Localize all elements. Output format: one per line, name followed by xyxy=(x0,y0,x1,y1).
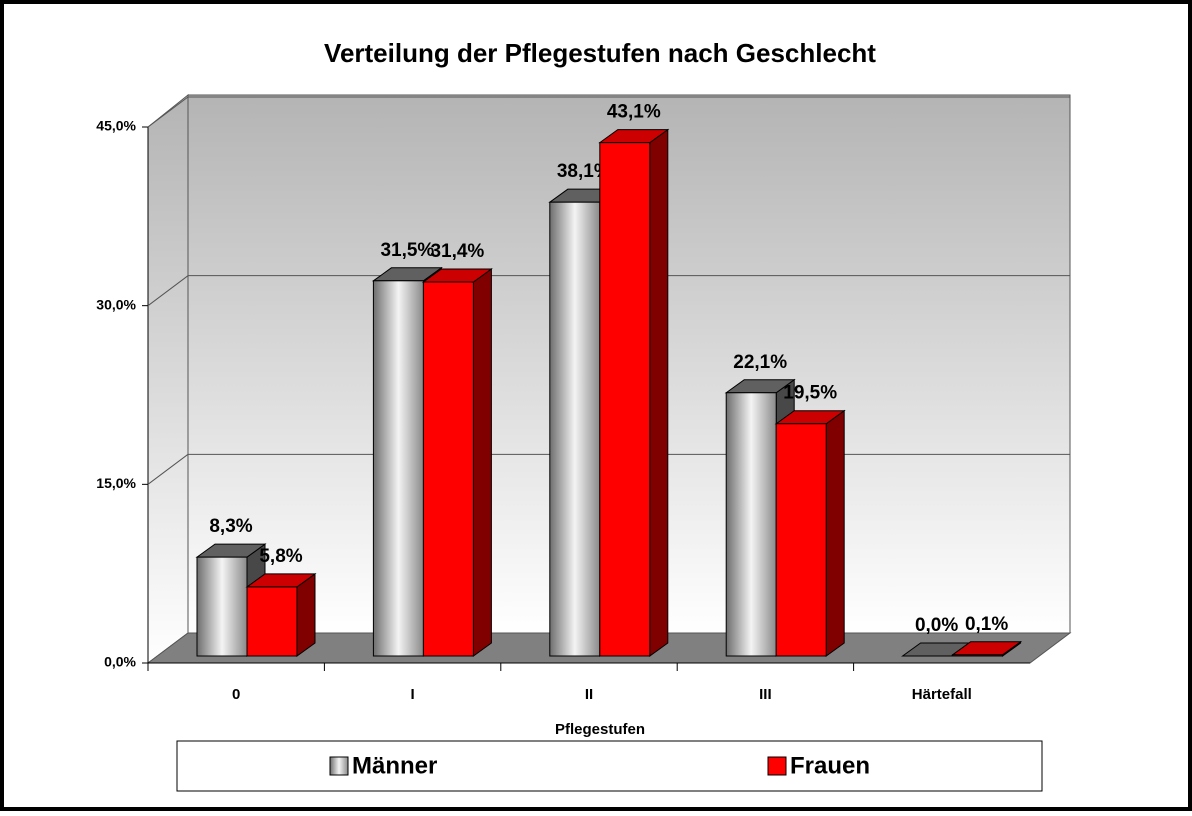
bar xyxy=(549,201,601,657)
bar xyxy=(372,280,424,657)
grid-line xyxy=(147,96,189,128)
bar-side xyxy=(296,572,316,657)
legend-swatch xyxy=(329,756,349,776)
data-label: 31,4% xyxy=(430,241,484,262)
bar xyxy=(599,142,651,657)
chart-title: Verteilung der Pflegestufen nach Geschle… xyxy=(324,38,876,68)
legend-label: Frauen xyxy=(790,752,870,779)
x-tick-label: I xyxy=(411,686,415,703)
y-tick-label: 45,0% xyxy=(96,118,136,134)
bar-side xyxy=(472,268,492,657)
x-tick-label: 0 xyxy=(232,686,240,703)
bar xyxy=(775,423,827,657)
bar xyxy=(422,281,474,657)
y-tick-label: 30,0% xyxy=(96,296,136,312)
data-label: 31,5% xyxy=(380,240,434,261)
bar xyxy=(952,654,1004,657)
x-tick-label: Härtefall xyxy=(912,686,972,703)
legend-label: Männer xyxy=(352,752,437,779)
legend xyxy=(176,740,1043,792)
y-tick-label: 15,0% xyxy=(96,475,136,491)
bar-side xyxy=(825,409,845,657)
x-tick-label: III xyxy=(759,686,772,703)
side-wall xyxy=(147,93,189,664)
data-label: 8,3% xyxy=(209,516,252,537)
x-axis-title: Pflegestufen xyxy=(555,721,645,738)
legend-swatch xyxy=(767,756,787,776)
grid-line xyxy=(147,453,189,485)
grid-line xyxy=(147,275,189,307)
x-tick-label: II xyxy=(585,686,593,703)
data-label: 5,8% xyxy=(259,546,302,567)
data-label: 19,5% xyxy=(783,383,837,404)
data-label: 43,1% xyxy=(607,102,661,123)
data-label: 38,1% xyxy=(557,161,611,182)
bar xyxy=(196,556,248,657)
bar xyxy=(246,586,298,657)
bar-side xyxy=(649,128,669,657)
y-tick-label: 0,0% xyxy=(104,654,136,670)
data-label: 22,1% xyxy=(733,352,787,373)
data-label: 0,0% xyxy=(915,615,958,636)
data-label: 0,1% xyxy=(965,614,1008,635)
bar xyxy=(725,392,777,657)
